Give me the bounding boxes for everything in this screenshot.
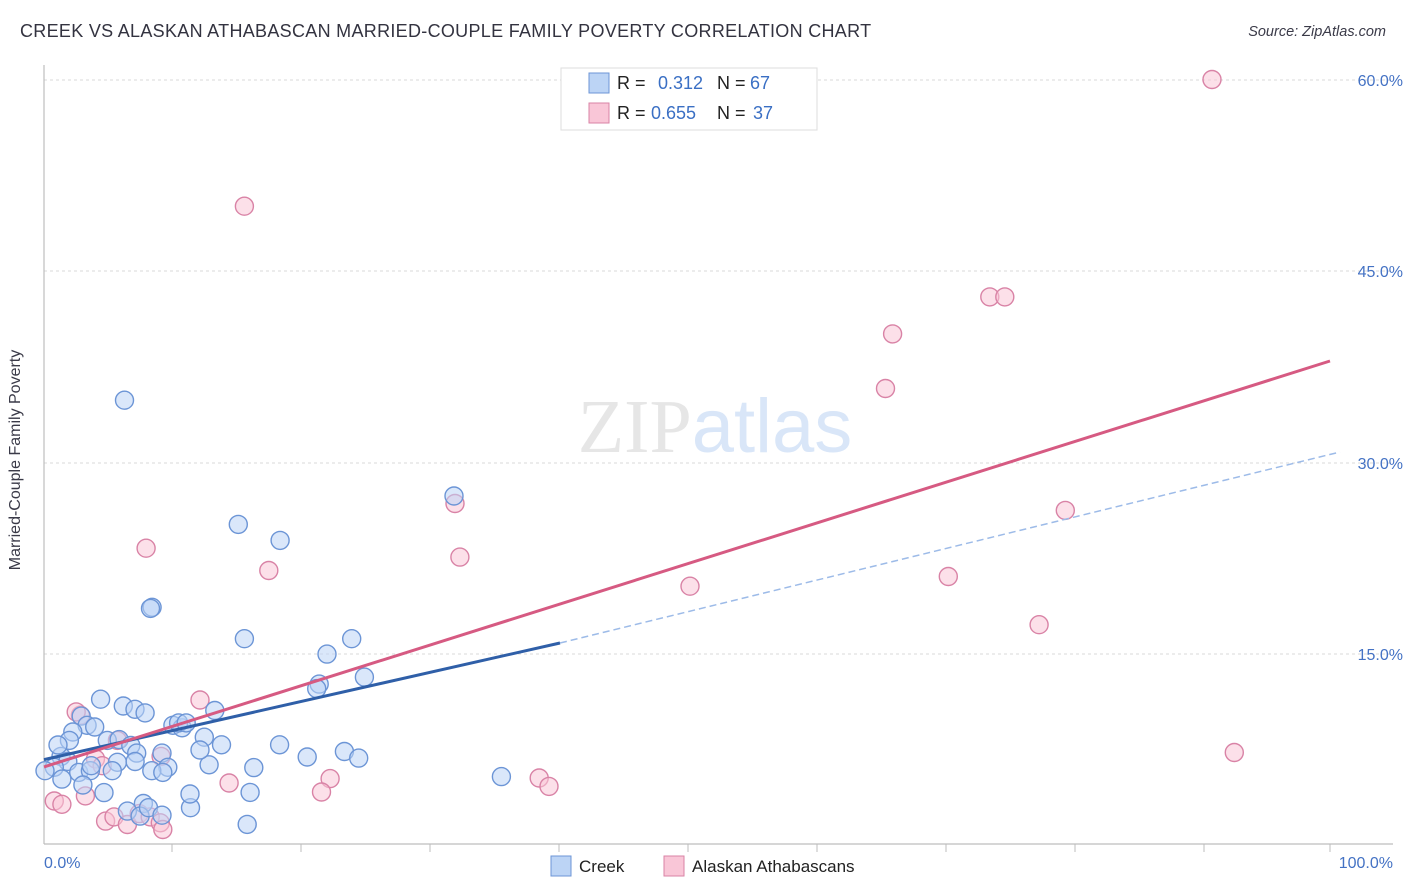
svg-text:Alaskan Athabascans: Alaskan Athabascans bbox=[692, 857, 855, 876]
svg-text:R =: R = bbox=[617, 103, 646, 123]
svg-text:30.0%: 30.0% bbox=[1358, 456, 1403, 473]
svg-text:ZIPatlas: ZIPatlas bbox=[578, 384, 853, 469]
svg-text:R =: R = bbox=[617, 73, 646, 93]
svg-text:37: 37 bbox=[753, 103, 773, 123]
svg-text:67: 67 bbox=[750, 73, 770, 93]
svg-text:60.0%: 60.0% bbox=[1358, 73, 1403, 90]
svg-text:Married-Couple Family Poverty: Married-Couple Family Poverty bbox=[7, 350, 24, 571]
svg-text:45.0%: 45.0% bbox=[1358, 264, 1403, 281]
svg-text:15.0%: 15.0% bbox=[1358, 647, 1403, 664]
svg-text:0.312: 0.312 bbox=[658, 73, 703, 93]
svg-text:100.0%: 100.0% bbox=[1339, 855, 1393, 872]
svg-text:N =: N = bbox=[717, 103, 746, 123]
svg-text:Creek: Creek bbox=[579, 857, 625, 876]
svg-text:N =: N = bbox=[717, 73, 746, 93]
svg-text:0.655: 0.655 bbox=[651, 103, 696, 123]
svg-text:0.0%: 0.0% bbox=[44, 855, 80, 872]
